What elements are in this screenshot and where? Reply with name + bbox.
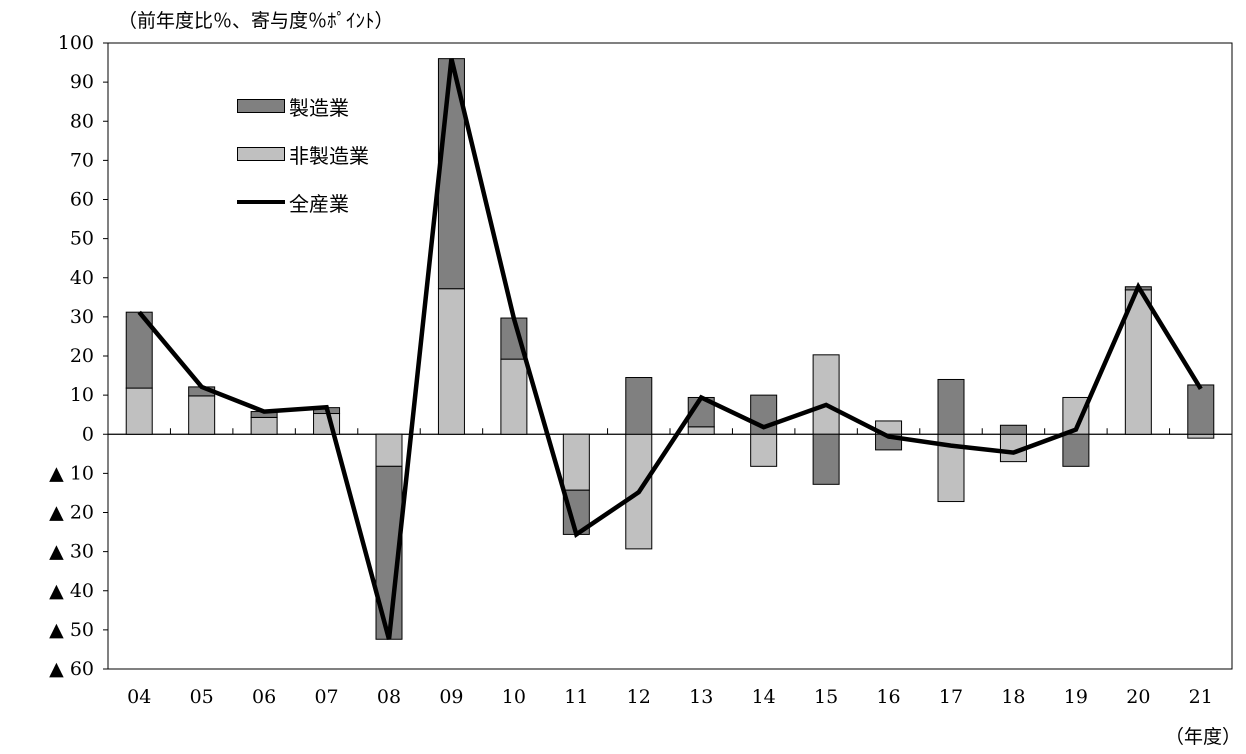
x-tick-label: 05 (190, 686, 214, 708)
x-tick-label: 10 (502, 686, 526, 708)
y-tick-label: ▲ 10 (49, 462, 94, 484)
legend-label-manufacturing: 製造業 (289, 95, 349, 120)
y-tick-label: 90 (70, 71, 94, 93)
x-unit-label: （年度） (1165, 726, 1242, 748)
x-tick-label: 17 (939, 686, 963, 708)
x-tick-label: 09 (439, 686, 463, 708)
legend-line-all-industries (237, 200, 285, 204)
y-tick-label: 10 (70, 384, 94, 406)
x-tick-label: 07 (314, 686, 338, 708)
bar-non-manufacturing (1124, 289, 1152, 435)
y-tick-label: 0 (82, 423, 94, 445)
x-tick-label: 21 (1189, 686, 1213, 708)
bar-manufacturing (625, 377, 653, 435)
y-tick-label: 20 (70, 345, 94, 367)
legend-item-all-industries: 全産業 (237, 186, 369, 218)
bar-non-manufacturing (437, 288, 465, 435)
y-tick-label: ▲ 40 (49, 580, 94, 602)
x-tick-label: 04 (127, 686, 151, 708)
bar-non-manufacturing (375, 433, 403, 467)
legend: 製造業 非製造業 全産業 (237, 90, 369, 234)
legend-item-non-manufacturing: 非製造業 (237, 138, 369, 170)
legend-label-all-industries: 全産業 (289, 191, 349, 216)
y-tick-label: 40 (70, 267, 94, 289)
y-tick-label: 50 (70, 228, 94, 250)
bar-non-manufacturing (188, 395, 216, 435)
y-tick-label: 30 (70, 306, 94, 328)
bar-non-manufacturing (1187, 433, 1215, 439)
bar-non-manufacturing (750, 433, 778, 467)
y-unit-label: （前年度比％、寄与度％ﾎﾟｲﾝﾄ） (118, 10, 394, 32)
y-tick-label: 80 (70, 110, 94, 132)
bar-manufacturing (1062, 433, 1090, 467)
x-tick-label: 15 (814, 686, 838, 708)
y-tick-label: ▲ 30 (49, 541, 94, 563)
bar-non-manufacturing (562, 433, 590, 491)
bar-non-manufacturing (500, 358, 528, 435)
y-tick-label: 60 (70, 189, 94, 211)
y-tick-label: ▲ 60 (49, 658, 94, 680)
x-tick-label: 11 (564, 686, 588, 708)
bar-non-manufacturing (250, 416, 278, 435)
legend-label-non-manufacturing: 非製造業 (289, 143, 369, 168)
bar-manufacturing (937, 378, 965, 435)
line-all-industries (137, 58, 1203, 640)
y-tick-label: 100 (58, 32, 94, 54)
x-tick-label: 14 (752, 686, 776, 708)
bar-non-manufacturing (687, 426, 715, 435)
x-tick-label: 20 (1126, 686, 1150, 708)
legend-swatch-manufacturing (237, 99, 285, 113)
x-tick-label: 18 (1001, 686, 1025, 708)
x-tick-label: 06 (252, 686, 276, 708)
legend-swatch-non-manufacturing (237, 147, 285, 161)
bar-manufacturing (1187, 384, 1215, 435)
x-tick-label: 13 (689, 686, 713, 708)
legend-item-manufacturing: 製造業 (237, 90, 369, 122)
bar-manufacturing (999, 424, 1027, 435)
y-tick-label: ▲ 50 (49, 619, 94, 641)
y-tick-label: 70 (70, 149, 94, 171)
bar-manufacturing (812, 433, 840, 485)
x-tick-label: 19 (1064, 686, 1088, 708)
x-tick-label: 16 (876, 686, 900, 708)
bar-non-manufacturing (313, 413, 341, 435)
y-tick-label: ▲ 20 (49, 502, 94, 524)
x-tick-label: 08 (377, 686, 401, 708)
bar-non-manufacturing (812, 354, 840, 435)
x-tick-label: 12 (627, 686, 651, 708)
bar-non-manufacturing (125, 387, 153, 435)
